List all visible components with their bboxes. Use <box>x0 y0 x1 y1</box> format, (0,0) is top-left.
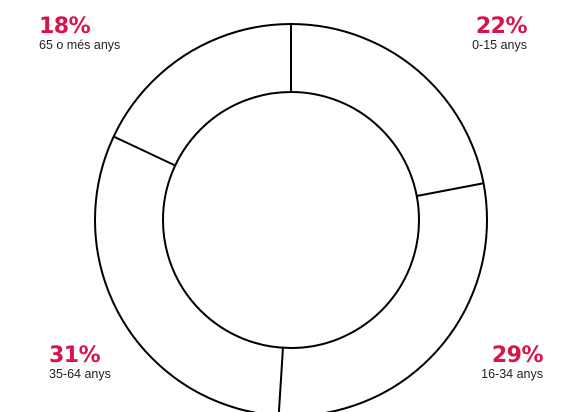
donut-inner-hole <box>162 91 420 349</box>
label-16-34: 29% 16-34 anys <box>481 345 543 381</box>
segment-divider-2 <box>277 347 284 412</box>
percent-16-34: 29% <box>491 343 544 368</box>
category-0-15: 0-15 anys <box>472 38 527 52</box>
percent-65-plus: 18% <box>39 14 91 39</box>
percent-0-15: 22% <box>475 14 528 39</box>
segment-divider-3 <box>113 135 176 167</box>
percent-35-64: 31% <box>49 343 101 368</box>
category-65-plus: 65 o més anys <box>39 38 121 52</box>
label-65-plus: 18% 65 o més anys <box>39 16 120 52</box>
label-0-15: 22% 0-15 anys <box>472 16 527 52</box>
segment-divider-1 <box>416 182 484 198</box>
category-16-34: 16-34 anys <box>481 367 543 381</box>
category-35-64: 35-64 anys <box>49 367 111 381</box>
label-35-64: 31% 35-64 anys <box>49 345 111 381</box>
